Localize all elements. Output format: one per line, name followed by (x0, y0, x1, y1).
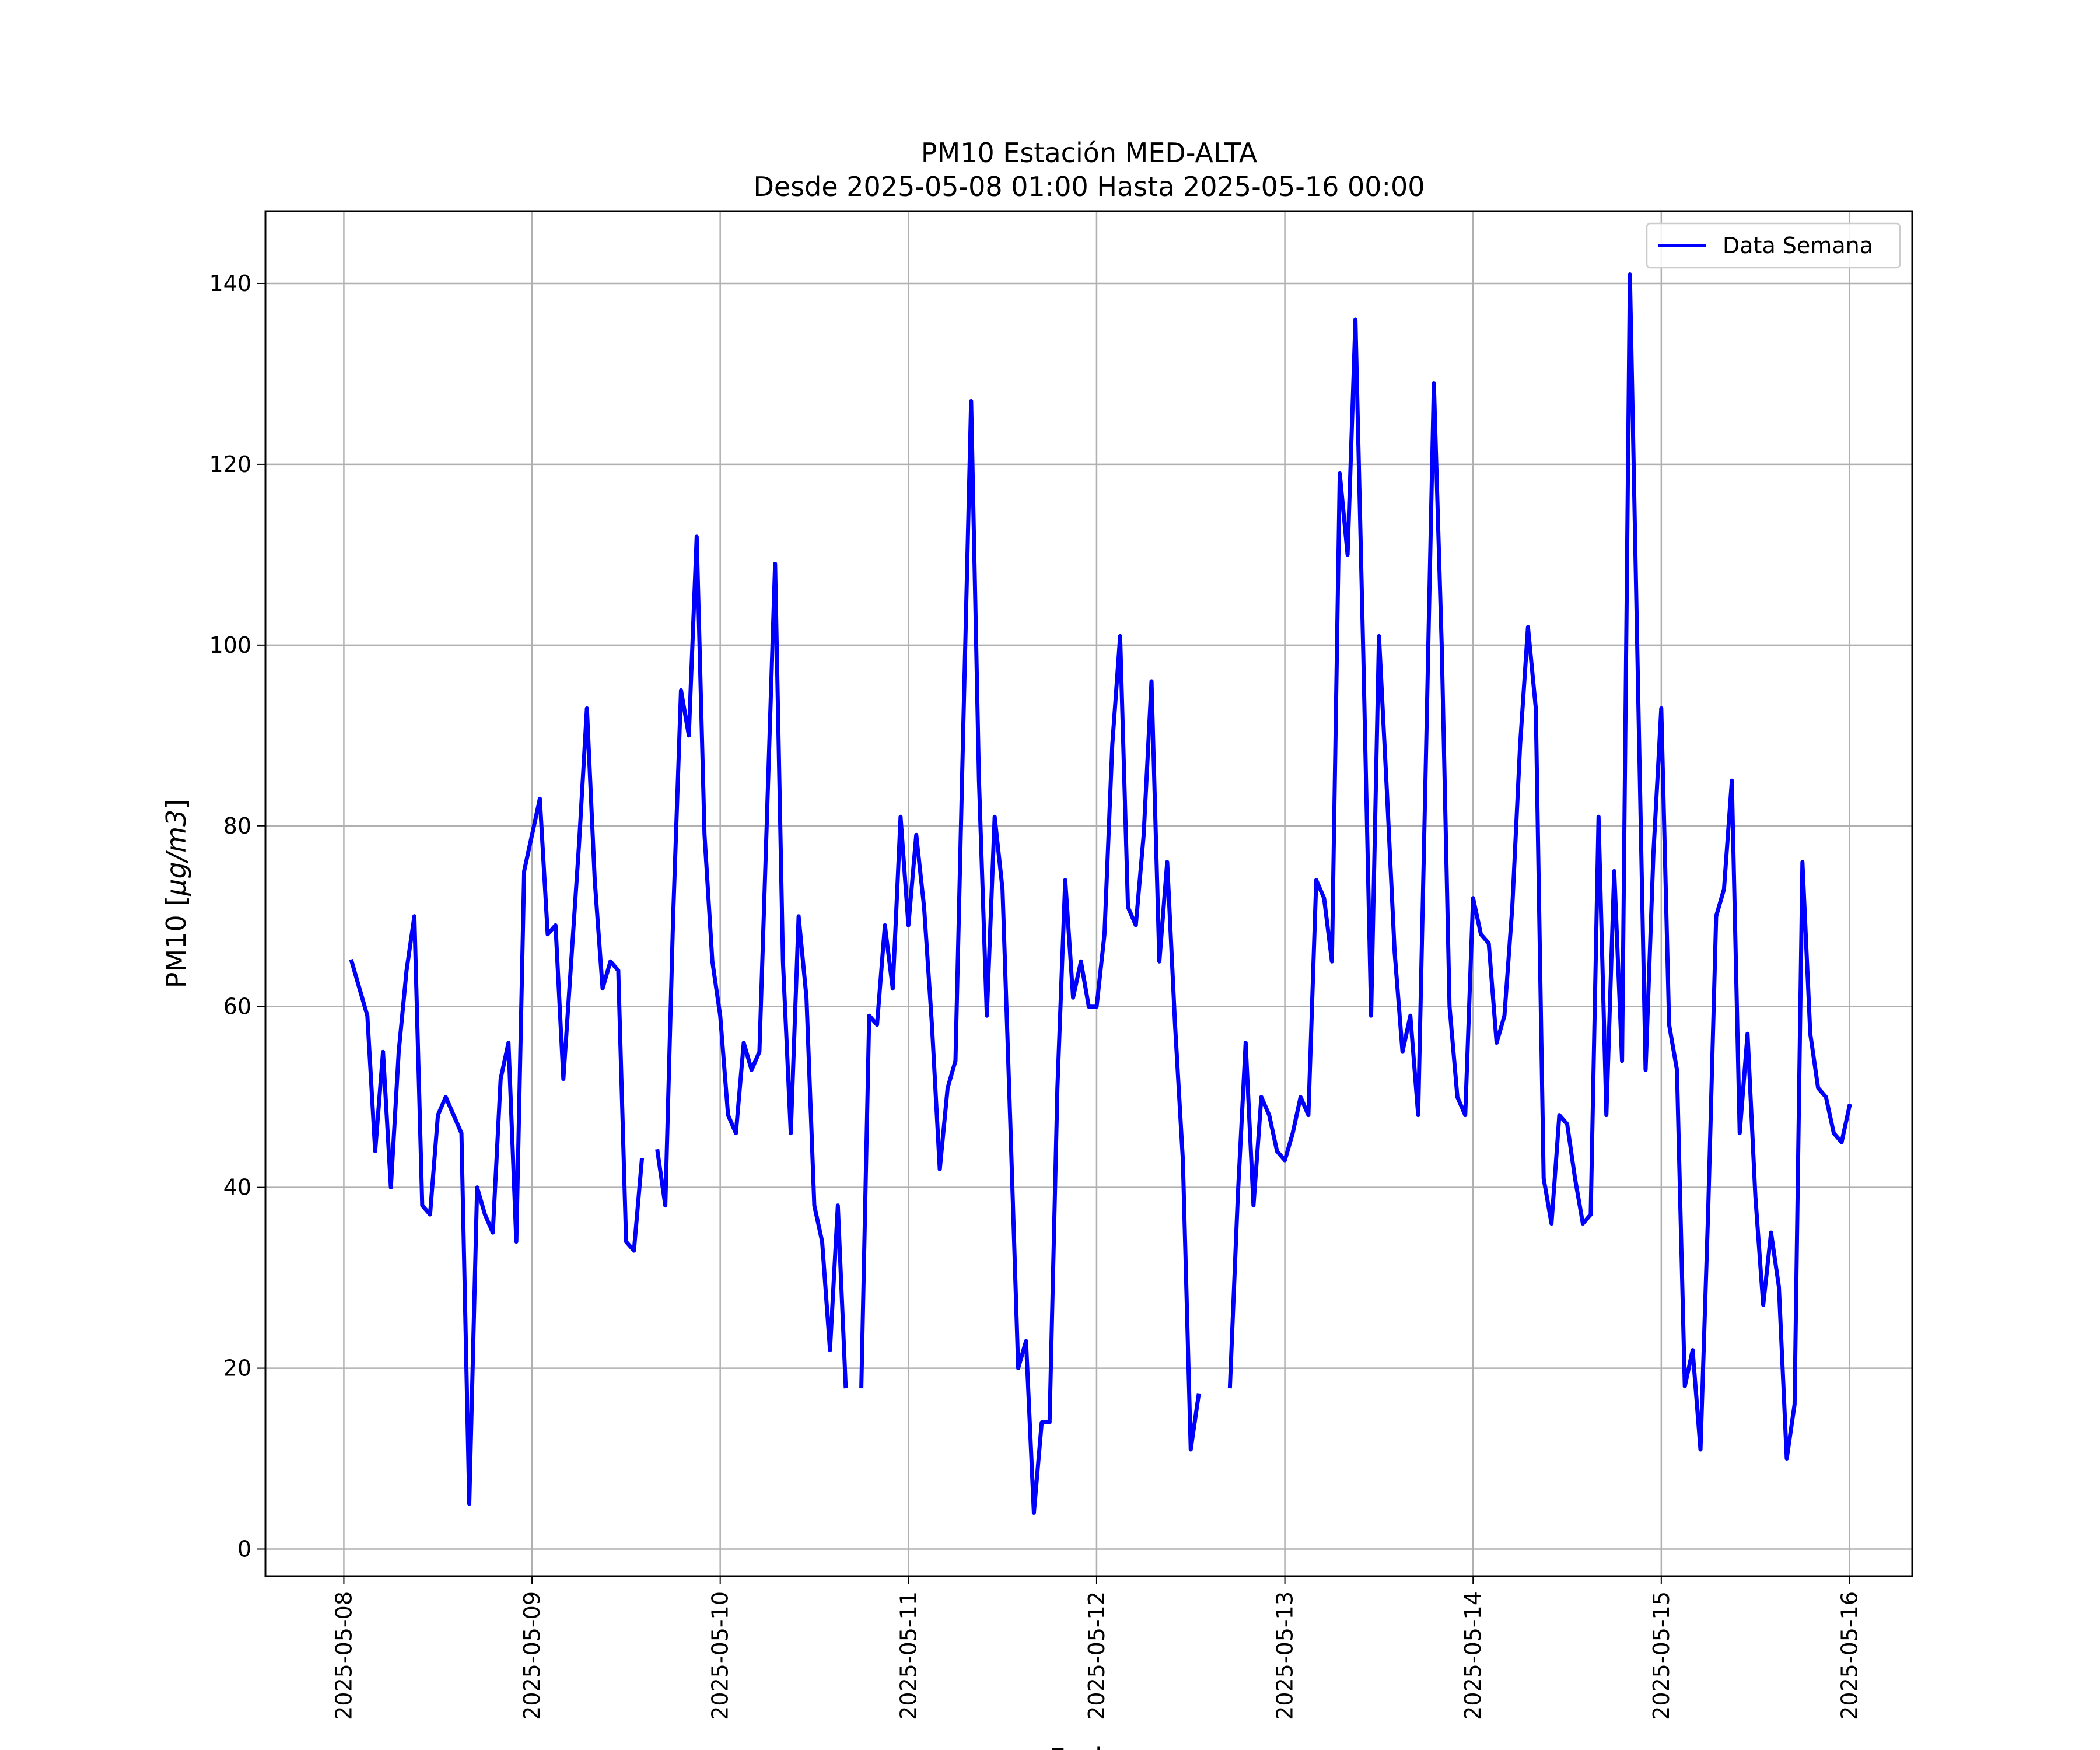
y-tick-label: 120 (209, 452, 251, 477)
y-axis-title-unit: μg/m3 (160, 810, 192, 897)
y-tick-label: 100 (209, 632, 251, 658)
legend: Data Semana (1646, 222, 1901, 269)
series-layer (349, 272, 1852, 1516)
x-axis-title: Fecha (1050, 1742, 1129, 1750)
series-line (349, 272, 1852, 1516)
x-tick-label: 2025-05-09 (519, 1591, 545, 1720)
y-axis-title: PM10 [μg/m3] (160, 799, 192, 989)
y-axis-title-suffix: ] (160, 799, 192, 810)
plot-frame (264, 210, 1913, 1577)
y-axis: 0 20 40 60 80 100 120 140 (209, 271, 265, 1562)
chart-subtitle: Desde 2025-05-08 01:00 Hasta 2025-05-16 … (753, 171, 1424, 202)
y-tick-label: 0 (237, 1536, 251, 1562)
y-tick-label: 20 (223, 1356, 251, 1381)
x-tick-label: 2025-05-11 (895, 1591, 921, 1720)
legend-box (1646, 222, 1901, 269)
x-tick-label: 2025-05-08 (331, 1591, 356, 1720)
y-tick-label: 140 (209, 271, 251, 296)
x-tick-label: 2025-05-14 (1460, 1591, 1486, 1720)
x-tick-label: 2025-05-15 (1648, 1591, 1674, 1720)
y-tick-label: 80 (223, 813, 251, 839)
y-tick-label: 40 (223, 1175, 251, 1200)
x-axis: 2025-05-08 2025-05-09 2025-05-10 2025-05-11… (331, 1576, 1862, 1720)
y-axis-title-prefix: PM10 [ (160, 896, 192, 989)
x-tick-label: 2025-05-13 (1272, 1591, 1298, 1720)
legend-label: Data Semana (1723, 233, 1873, 258)
x-tick-label: 2025-05-16 (1836, 1591, 1862, 1720)
x-tick-label: 2025-05-12 (1084, 1591, 1110, 1720)
chart-title: PM10 Estación MED-ALTA (921, 137, 1258, 169)
y-tick-label: 60 (223, 994, 251, 1020)
x-tick-label: 2025-05-10 (708, 1591, 733, 1720)
